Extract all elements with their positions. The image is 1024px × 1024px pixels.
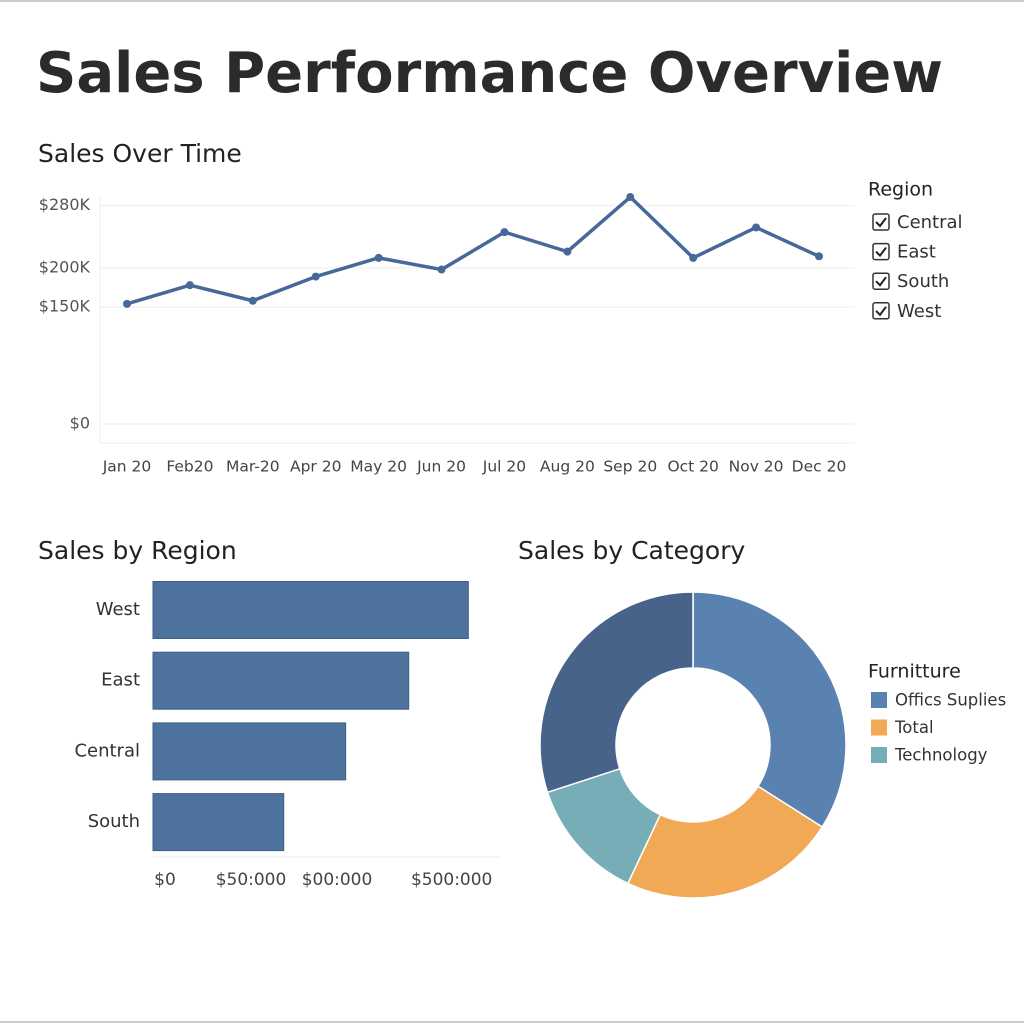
filter-checkbox[interactable]: Central — [872, 212, 963, 233]
line-point — [185, 281, 194, 290]
y-tick-label: $200K — [39, 258, 91, 277]
legend-label: Offics Suplies — [895, 691, 1006, 710]
filter-checkbox[interactable]: West — [872, 301, 941, 322]
legend-swatch — [871, 747, 887, 763]
filter-checkbox[interactable]: East — [872, 242, 936, 263]
x-tick-label: $50:000 — [216, 870, 287, 890]
line-point — [500, 228, 509, 237]
bar — [152, 722, 347, 781]
filter-option-label: East — [897, 242, 936, 263]
x-tick-label: Jan 20 — [102, 458, 152, 476]
line-point — [815, 252, 823, 261]
y-tick-label: $0 — [70, 414, 90, 433]
category-label: West — [96, 599, 140, 620]
bar — [152, 651, 410, 710]
filter-option-label: South — [897, 271, 949, 292]
checkbox-check — [875, 306, 887, 317]
line-point — [689, 253, 698, 262]
sales-line — [126, 195, 820, 306]
legend-swatch — [871, 692, 887, 708]
page-title: Sales Performance Overview — [36, 41, 943, 106]
legend-title: Furnitture — [868, 661, 961, 683]
category-label: South — [88, 811, 140, 832]
line-point — [248, 296, 257, 305]
y-tick-label: $150K — [39, 297, 91, 316]
x-tick-label: $00:000 — [302, 870, 373, 890]
x-tick-label: Feb20 — [166, 458, 213, 476]
checkbox-check — [875, 247, 887, 258]
checkbox-box — [872, 302, 890, 320]
donut-slice — [692, 591, 847, 829]
x-tick-label: Nov 20 — [729, 458, 784, 476]
line-point — [374, 253, 383, 262]
line-point — [563, 247, 572, 256]
x-tick-label: Jul 20 — [482, 458, 526, 476]
checkbox-box — [872, 242, 890, 261]
line-point — [626, 193, 635, 202]
category-label: Central — [74, 740, 140, 761]
line-point — [752, 223, 761, 232]
chart-title: Sales by Region — [38, 536, 237, 565]
bar — [152, 793, 285, 852]
legend-swatch — [871, 719, 887, 736]
filter-title: Region — [868, 179, 933, 201]
chart-title: Sales by Category — [518, 536, 746, 565]
legend-label: Total — [894, 718, 934, 737]
x-tick-label: May 20 — [350, 458, 407, 476]
donut-slice — [626, 785, 824, 899]
filter-checkbox[interactable]: South — [872, 271, 949, 292]
legend-label: Technology — [894, 746, 988, 765]
line-point — [437, 265, 446, 274]
x-tick-label: $500:000 — [411, 870, 492, 890]
filter-option-label: Central — [897, 212, 963, 233]
x-tick-label: Dec 20 — [792, 458, 847, 476]
donut-slice — [539, 591, 694, 794]
chart-title: Sales Over Time — [38, 139, 242, 168]
x-tick-label: Oct 20 — [667, 458, 718, 476]
checkbox-box — [872, 272, 890, 290]
checkbox-box — [872, 213, 890, 231]
line-point — [311, 272, 320, 281]
x-tick-label: Sep 20 — [603, 458, 657, 476]
x-tick-label: Mar-20 — [226, 458, 280, 476]
category-label: East — [101, 670, 140, 691]
y-tick-label: $280K — [39, 195, 91, 214]
checkbox-check — [875, 217, 887, 228]
line-point — [123, 299, 131, 308]
filter-option-label: West — [897, 301, 941, 322]
bar — [152, 581, 469, 639]
x-tick-label: Apr 20 — [290, 458, 341, 476]
x-tick-label: Jun 20 — [416, 458, 466, 476]
x-tick-label: Aug 20 — [540, 458, 595, 476]
x-tick-label: $0 — [154, 870, 176, 890]
checkbox-check — [875, 276, 887, 287]
